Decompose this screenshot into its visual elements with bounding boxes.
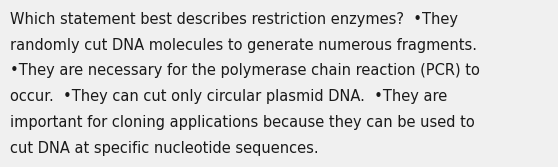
Text: Which statement best describes restriction enzymes?  •They: Which statement best describes restricti… <box>10 12 458 27</box>
Text: randomly cut DNA molecules to generate numerous fragments.: randomly cut DNA molecules to generate n… <box>10 38 477 53</box>
Text: •They are necessary for the polymerase chain reaction (PCR) to: •They are necessary for the polymerase c… <box>10 63 480 78</box>
Text: occur.  •They can cut only circular plasmid DNA.  •They are: occur. •They can cut only circular plasm… <box>10 89 448 104</box>
Text: important for cloning applications because they can be used to: important for cloning applications becau… <box>10 115 475 130</box>
Text: cut DNA at specific nucleotide sequences.: cut DNA at specific nucleotide sequences… <box>10 141 319 156</box>
